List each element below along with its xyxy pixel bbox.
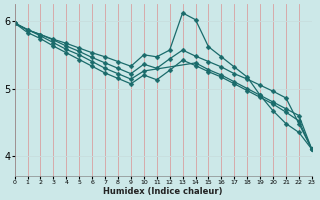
X-axis label: Humidex (Indice chaleur): Humidex (Indice chaleur): [103, 187, 223, 196]
